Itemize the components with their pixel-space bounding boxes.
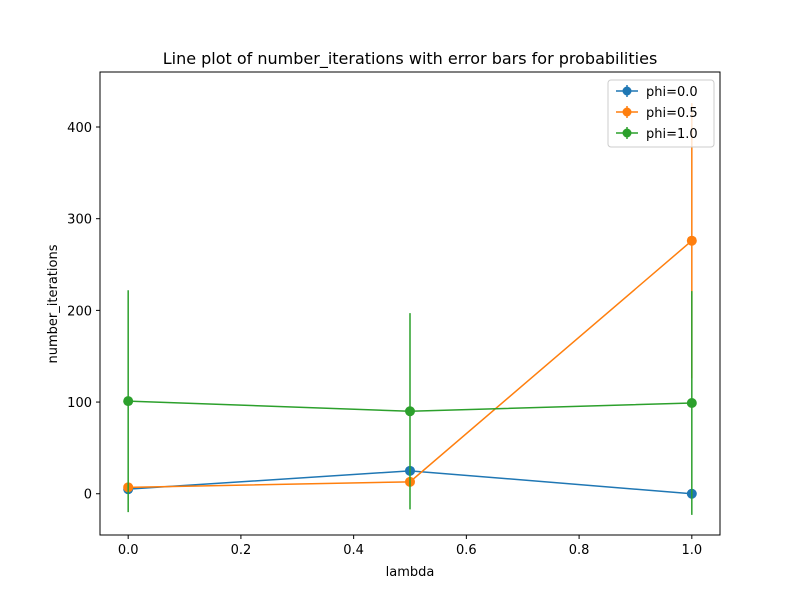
data-point: [686, 397, 697, 408]
series-2: [123, 290, 697, 515]
y-tick-label: 400: [67, 121, 92, 136]
plot-area: [123, 103, 697, 515]
legend-marker: [622, 128, 632, 138]
y-tick-label: 200: [67, 304, 92, 319]
data-point: [405, 406, 415, 417]
x-tick-label: 0.8: [569, 543, 590, 558]
x-tick-label: 0.4: [343, 543, 364, 558]
legend-box: [607, 79, 715, 148]
y-axis-label: number_iterations: [46, 244, 61, 363]
x-tick-label: 0.0: [118, 543, 139, 558]
legend: phi=0.0 phi=0.5 phi=1.0: [607, 79, 715, 148]
axes: 0.0 0.2 0.4 0.6 0.8 1.0 0 100 200 300 400: [67, 71, 721, 558]
y-tick-label: 300: [67, 213, 92, 228]
x-tick-label: 0.2: [231, 543, 252, 558]
legend-marker: [622, 107, 632, 117]
data-point: [123, 396, 134, 407]
chart-title: Line plot of number_iterations with erro…: [163, 49, 658, 69]
legend-label: phi=1.0: [646, 127, 698, 142]
x-tick-label: 1.0: [681, 543, 702, 558]
x-tick-label: 0.6: [456, 543, 477, 558]
legend-item-0: phi=0.0: [616, 85, 698, 100]
axes-frame: [99, 71, 721, 536]
legend-label: phi=0.5: [646, 106, 698, 121]
legend-label: phi=0.0: [646, 85, 698, 100]
legend-item-2: phi=1.0: [616, 127, 698, 142]
y-tick-label: 100: [67, 396, 92, 411]
legend-item-1: phi=0.5: [616, 106, 698, 121]
y-tick-label: 0: [84, 488, 92, 503]
legend-marker: [622, 86, 632, 96]
x-axis-label: lambda: [386, 565, 435, 580]
data-point: [686, 235, 697, 246]
